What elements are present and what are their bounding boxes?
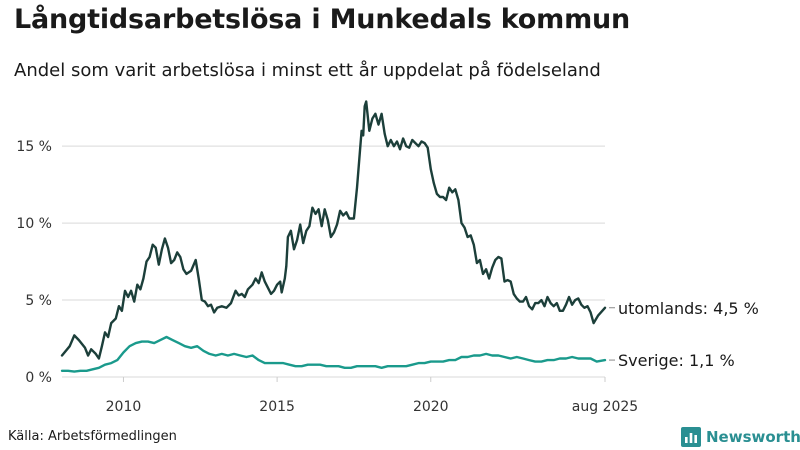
series-labels: utomlands: 4,5 % Sverige: 1,1 % xyxy=(609,299,759,370)
chart-title: Långtidsarbetslösa i Munkedals kommun xyxy=(14,4,631,35)
series-lines xyxy=(60,100,607,373)
x-tick-label: 2020 xyxy=(413,399,449,415)
brand-name: Newsworthy xyxy=(706,428,800,446)
series-label-utomlands: utomlands: 4,5 % xyxy=(618,299,759,318)
bar-chart-icon xyxy=(681,427,701,447)
y-axis-ticks: 0 % 5 % 10 % 15 % xyxy=(16,139,52,386)
y-tick-label: 10 % xyxy=(16,216,52,232)
x-tick-label: 2015 xyxy=(259,399,295,415)
series-line-utomlands xyxy=(60,100,607,360)
x-tick-label: 2010 xyxy=(106,399,142,415)
y-tick-label: 5 % xyxy=(25,293,52,309)
source-note: Källa: Arbetsförmedlingen xyxy=(8,429,177,444)
series-label-sverige: Sverige: 1,1 % xyxy=(618,351,735,370)
chart-subtitle: Andel som varit arbetslösa i minst ett å… xyxy=(14,60,601,81)
x-axis-ticks: 2010 2015 2020 aug 2025 xyxy=(106,377,638,415)
series-line-sverige xyxy=(60,335,607,373)
y-tick-label: 0 % xyxy=(25,370,52,386)
x-tick-label: aug 2025 xyxy=(572,399,638,415)
y-tick-label: 15 % xyxy=(16,139,52,155)
grid-lines xyxy=(62,145,605,378)
newsworthy-logo: Newsworthy xyxy=(681,426,800,448)
